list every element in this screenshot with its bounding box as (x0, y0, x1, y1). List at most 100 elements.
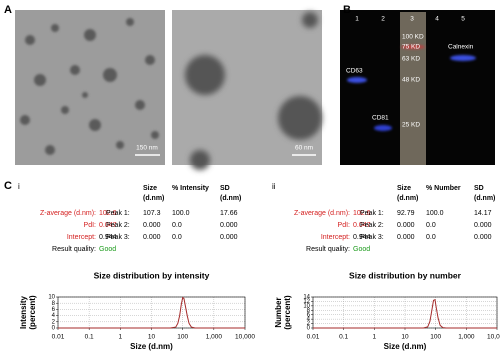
peak-label: Peak 1: (360, 210, 384, 217)
summary-label: Z-average (d.nm): (294, 210, 350, 217)
y-tick-label: 10 (303, 303, 310, 309)
bands (347, 45, 476, 131)
scale-label: 60 nm (295, 145, 313, 152)
marker-label: 63 KD (402, 56, 420, 63)
summary-value: Good (99, 246, 116, 253)
x-tick-label: 0.1 (85, 334, 94, 341)
summary-value: Good (353, 246, 370, 253)
x-tick-label: 100 (430, 334, 441, 341)
x-tick-label: 0.01 (307, 334, 320, 341)
table-label: i (18, 182, 20, 191)
y-axis-label: Number (274, 297, 283, 327)
peak-label: Peak 3: (106, 234, 130, 241)
y-tick-label: 0 (307, 326, 311, 332)
x-tick-label: 1,000 (458, 334, 475, 341)
lane-label: 5 (461, 16, 465, 23)
y-tick-label: 6 (307, 312, 311, 318)
peak-value: 0.000 (474, 234, 492, 241)
x-tick-label: 10,000 (235, 334, 255, 341)
peak-value: 100.0 (426, 210, 444, 217)
x-tick-label: 100 (177, 334, 188, 341)
x-axis-label: Size (d.nm) (130, 342, 173, 351)
column-header: Size (143, 185, 157, 192)
lane-label: 4 (435, 16, 439, 23)
peak-value: 92.79 (397, 210, 415, 217)
band-label: CD81 (372, 115, 389, 122)
x-axis-label: Size (d.nm) (384, 342, 427, 351)
peak-value: 0.000 (143, 234, 161, 241)
peak-value: 0.0 (172, 222, 182, 229)
summary-value: 102.6 (353, 210, 371, 217)
column-header: SD (474, 185, 484, 192)
vesicles (20, 18, 159, 155)
x-tick-label: 1 (373, 334, 377, 341)
peak-value: 0.000 (220, 222, 238, 229)
peak-label: Peak 3: (360, 234, 384, 241)
marker-label: 48 KD (402, 77, 420, 84)
peak-value: 0.000 (474, 222, 492, 229)
data-line (313, 298, 497, 329)
x-tick-label: 0.01 (52, 334, 65, 341)
y-tick-label: 4 (52, 313, 56, 319)
ladder-lane (400, 12, 426, 165)
x-tick-label: 0.1 (339, 334, 348, 341)
peak-value: 17.66 (220, 210, 238, 217)
peak-label: Peak 1: (106, 210, 130, 217)
summary-label: Result quality: (306, 246, 350, 253)
column-header: (d.nm) (220, 195, 241, 202)
panel-label: A (4, 4, 12, 16)
y-tick-label: 4 (307, 317, 311, 323)
band-label: CD63 (346, 68, 363, 75)
data-line (58, 296, 245, 329)
y-axis-label: Intensity (19, 296, 28, 329)
summary-value: 0.047 (353, 222, 371, 229)
band-label: Calnexin (448, 44, 474, 51)
y-tick-label: 2 (307, 321, 311, 327)
column-header: (d.nm) (474, 195, 495, 202)
column-header: % Intensity (172, 185, 209, 192)
vesicles (185, 12, 322, 170)
y-tick-label: 12 (303, 299, 310, 305)
peak-value: 0.0 (172, 234, 182, 241)
scale-label: 150 nm (136, 145, 158, 152)
column-header: (d.nm) (397, 195, 418, 202)
peak-value: 14.17 (474, 210, 492, 217)
peak-value: 0.000 (220, 234, 238, 241)
peak-value: 0.000 (397, 222, 415, 229)
y-tick-label: 8 (52, 301, 56, 307)
panel-label: B (343, 4, 351, 16)
summary-value: 0.047 (99, 222, 117, 229)
peak-value: 0.0 (426, 222, 436, 229)
peak-value: 100.0 (172, 210, 190, 217)
summary-value: 0.944 (99, 234, 117, 241)
peak-value: 0.000 (143, 222, 161, 229)
y-tick-label: 6 (52, 307, 56, 313)
column-header: (d.nm) (143, 195, 164, 202)
x-tick-label: 1,000 (206, 334, 223, 341)
x-tick-label: 10 (401, 334, 409, 341)
y-tick-label: 10 (48, 295, 55, 301)
peak-value: 0.000 (397, 234, 415, 241)
marker-label: 25 KD (402, 122, 420, 129)
summary-value: 102.6 (99, 210, 117, 217)
summary-label: Intercept: (321, 234, 350, 241)
chart-title: Size distribution by intensity (94, 270, 210, 280)
column-header: SD (220, 185, 230, 192)
column-header: % Number (426, 185, 461, 192)
y-tick-label: 14 (303, 295, 310, 301)
summary-value: 0.944 (353, 234, 371, 241)
marker-label: 100 KD (402, 34, 424, 41)
marker-label: 75 KD (402, 44, 420, 51)
lane-label: 2 (381, 16, 385, 23)
peak-label: Peak 2: (360, 222, 384, 229)
y-axis-label: (percent) (283, 295, 292, 330)
chart-title: Size distribution by number (349, 270, 462, 280)
x-tick-label: 10 (148, 334, 156, 341)
peak-value: 0.0 (426, 234, 436, 241)
summary-label: PdI: (84, 222, 97, 229)
summary-label: PdI: (338, 222, 351, 229)
lane-label: 3 (410, 16, 414, 23)
y-axis-label: (percent) (28, 295, 37, 330)
y-tick-label: 2 (52, 319, 56, 325)
